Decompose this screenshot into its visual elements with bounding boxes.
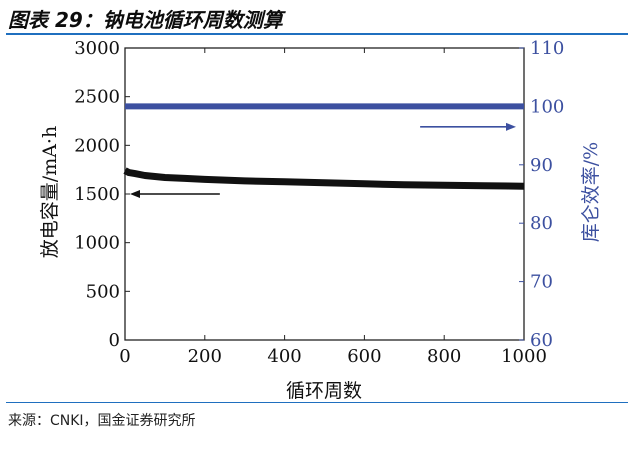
title-rule — [6, 33, 628, 35]
x-tick-label: 600 — [347, 346, 381, 367]
x-tick-label: 0 — [119, 346, 130, 367]
y-left-tick-label: 500 — [86, 281, 120, 302]
series-layer — [123, 103, 525, 198]
tick-layer: 0 200 400 600 800 1000 0 500 1000 1500 2000 2500 300… — [74, 38, 564, 367]
y-left-tick-label: 2500 — [74, 87, 120, 108]
y-left-tick-label: 1000 — [74, 233, 120, 254]
y-left-tick-label: 3000 — [74, 38, 120, 59]
y-left-tick-label: 2000 — [74, 135, 120, 156]
y-left-tick-label: 0 — [109, 330, 120, 351]
x-tick-label: 800 — [427, 346, 461, 367]
source-rule — [6, 402, 628, 403]
y-right-tick-label: 100 — [530, 96, 564, 117]
discharge-capacity-line — [123, 167, 525, 190]
y-right-tick-label: 80 — [530, 213, 553, 234]
left-axis-arrowhead — [130, 190, 140, 198]
y-right-tick-label: 60 — [530, 330, 553, 351]
right-axis-arrowhead — [506, 122, 516, 131]
y-axis-right-label: 库仑效率/% — [580, 142, 602, 242]
x-tick-label: 1000 — [501, 346, 547, 367]
y-axis-left-label: 放电容量/mA·h — [39, 126, 61, 258]
x-tick-label: 200 — [188, 346, 222, 367]
y-left-tick-label: 1500 — [74, 184, 120, 205]
source-note: 来源：CNKI，国金证券研究所 — [8, 413, 196, 429]
figure-title: 图表 29：钠电池循环周数测算 — [8, 8, 283, 32]
y-right-tick-label: 90 — [530, 155, 553, 176]
y-right-tick-label: 70 — [530, 272, 553, 293]
x-tick-label: 400 — [267, 346, 301, 367]
y-right-tick-label: 110 — [530, 38, 564, 59]
x-axis-label: 循环周数 — [286, 380, 362, 402]
